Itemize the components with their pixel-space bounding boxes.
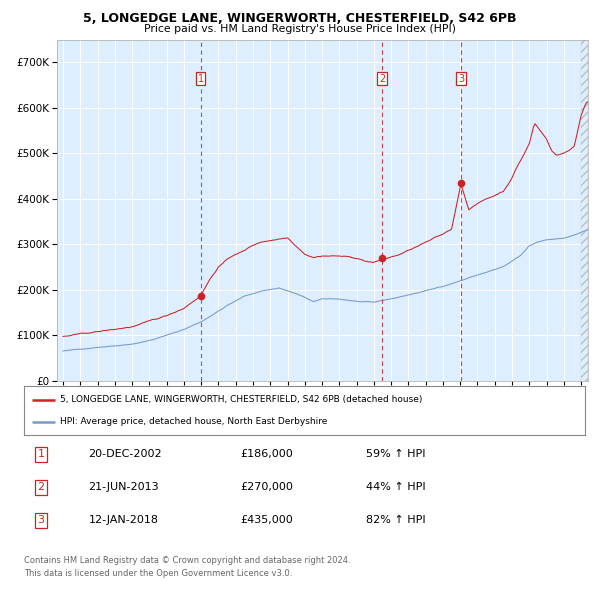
Text: 2: 2 (37, 483, 44, 492)
Text: 3: 3 (37, 516, 44, 525)
Text: 44% ↑ HPI: 44% ↑ HPI (366, 483, 426, 492)
Text: 1: 1 (37, 450, 44, 459)
Text: £270,000: £270,000 (240, 483, 293, 492)
Text: Contains HM Land Registry data © Crown copyright and database right 2024.: Contains HM Land Registry data © Crown c… (24, 556, 350, 565)
Text: 5, LONGEDGE LANE, WINGERWORTH, CHESTERFIELD, S42 6PB: 5, LONGEDGE LANE, WINGERWORTH, CHESTERFI… (83, 12, 517, 25)
Text: 2: 2 (379, 74, 385, 84)
Text: Price paid vs. HM Land Registry's House Price Index (HPI): Price paid vs. HM Land Registry's House … (144, 24, 456, 34)
Polygon shape (581, 40, 588, 381)
Text: 1: 1 (197, 74, 204, 84)
Text: 82% ↑ HPI: 82% ↑ HPI (366, 516, 426, 525)
Text: 3: 3 (458, 74, 464, 84)
Text: £435,000: £435,000 (240, 516, 293, 525)
Text: 12-JAN-2018: 12-JAN-2018 (89, 516, 158, 525)
Text: 59% ↑ HPI: 59% ↑ HPI (366, 450, 426, 459)
Text: 21-JUN-2013: 21-JUN-2013 (89, 483, 159, 492)
Text: This data is licensed under the Open Government Licence v3.0.: This data is licensed under the Open Gov… (24, 569, 292, 578)
Text: HPI: Average price, detached house, North East Derbyshire: HPI: Average price, detached house, Nort… (61, 417, 328, 426)
Text: 5, LONGEDGE LANE, WINGERWORTH, CHESTERFIELD, S42 6PB (detached house): 5, LONGEDGE LANE, WINGERWORTH, CHESTERFI… (61, 395, 423, 404)
Text: £186,000: £186,000 (240, 450, 293, 459)
Text: 20-DEC-2002: 20-DEC-2002 (89, 450, 162, 459)
